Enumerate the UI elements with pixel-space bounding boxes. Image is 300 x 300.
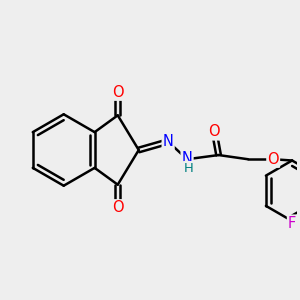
- Text: H: H: [184, 162, 194, 175]
- Text: F: F: [288, 216, 296, 231]
- Text: O: O: [112, 85, 124, 100]
- Text: N: N: [182, 151, 193, 166]
- Text: O: O: [267, 152, 279, 167]
- Text: O: O: [112, 200, 124, 215]
- Text: N: N: [163, 134, 174, 149]
- Text: O: O: [208, 124, 220, 140]
